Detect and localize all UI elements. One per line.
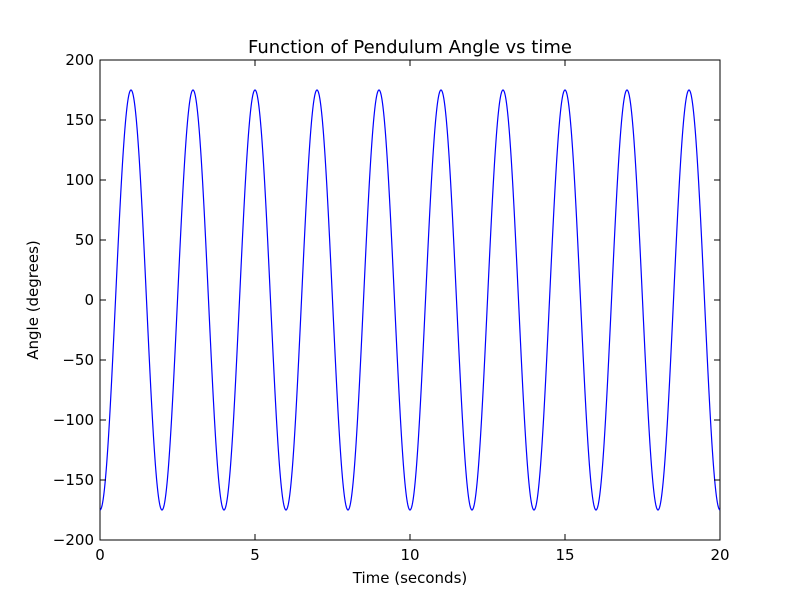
y-axis-ticks: −200 −150 −100 −50 0 50 100 150 200: [53, 51, 720, 549]
x-tick-label: 0: [95, 546, 105, 564]
x-tick-label: 10: [400, 546, 419, 564]
series-line-angle: [99, 89, 721, 511]
x-tick-label: 5: [250, 546, 260, 564]
x-tick-label: 20: [710, 546, 729, 564]
y-tick-label: 0: [84, 291, 94, 309]
plot-frame: [99, 59, 721, 541]
y-tick-label: −200: [53, 531, 94, 549]
x-axis-ticks: 0 5 10 15 20: [95, 60, 730, 564]
y-tick-label: −150: [53, 471, 94, 489]
plot-area: 0 5 10 15 20 −200 −150 −100 −50 0 50 100 150 200: [53, 51, 730, 564]
y-tick-label: 100: [65, 171, 94, 189]
y-tick-label: 150: [65, 111, 94, 129]
x-tick-label: 15: [555, 546, 574, 564]
y-tick-label: 50: [75, 231, 94, 249]
chart-title: Function of Pendulum Angle vs time: [248, 37, 572, 58]
y-axis-label: Angle (degrees): [24, 240, 42, 360]
y-tick-label: −100: [53, 411, 94, 429]
x-axis-label: Time (seconds): [352, 569, 468, 587]
y-tick-label: 200: [65, 51, 94, 69]
y-tick-label: −50: [62, 351, 94, 369]
